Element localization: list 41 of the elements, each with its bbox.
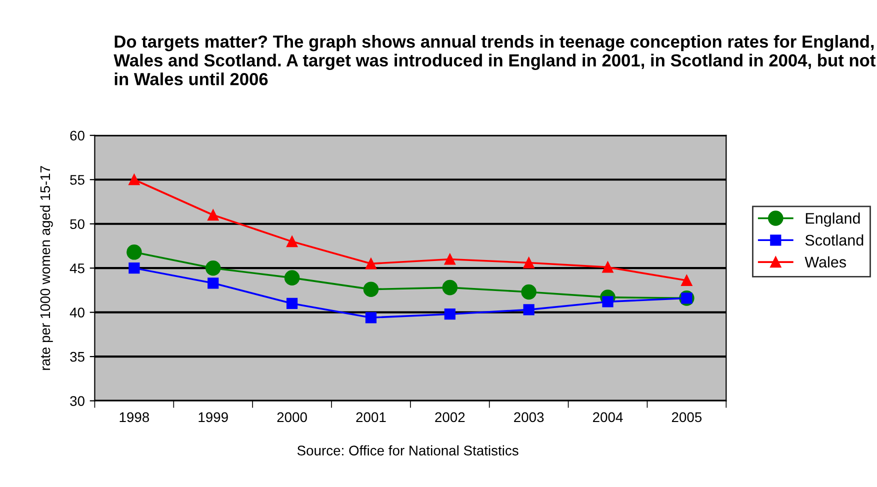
point — [523, 257, 534, 268]
y-tick-label: 60 — [70, 130, 84, 141]
point — [442, 280, 458, 296]
y-axis-title: rate per 1000 women aged 15-17 — [40, 166, 53, 370]
legend-label: Scotland — [805, 234, 864, 246]
point — [208, 278, 219, 289]
point — [126, 244, 142, 260]
point — [681, 274, 692, 286]
y-tick-label: 30 — [70, 396, 84, 406]
y-tick-label: 35 — [70, 352, 84, 362]
point — [128, 174, 140, 186]
x-tick-label: 2001 — [356, 412, 386, 422]
x-tick-label: 2005 — [672, 412, 702, 422]
point — [523, 304, 534, 316]
source-note: Source: Office for National Statistics — [297, 445, 518, 456]
point — [208, 209, 219, 221]
x-tick-label: 1999 — [198, 412, 228, 422]
point — [365, 312, 377, 324]
point — [602, 262, 614, 273]
point — [444, 308, 456, 320]
legend-label: Wales — [804, 256, 846, 268]
y-tick-label: 45 — [70, 264, 84, 274]
point — [205, 260, 221, 276]
y-tick-label: 50 — [70, 219, 84, 230]
x-tick-label: 1998 — [120, 412, 150, 422]
point — [521, 284, 536, 300]
point — [286, 236, 298, 248]
point — [286, 298, 298, 310]
x-tick-label: 2003 — [514, 412, 544, 422]
x-tick-label: 2002 — [435, 412, 465, 422]
point — [284, 270, 300, 286]
chart-title: Do targets matter? The graph shows annual trends in teenage conception rates for England, Wales and Scotland. A target was introduced in England in 2001, in Scotland in 2004, but not in Wales until 2006 — [114, 34, 876, 86]
legend-label: England — [806, 212, 860, 227]
point — [444, 254, 456, 265]
point — [128, 262, 140, 274]
point — [363, 282, 379, 297]
x-tick-label: 2000 — [277, 412, 307, 422]
x-tick-label: 2004 — [593, 412, 623, 422]
y-tick-label: 55 — [70, 175, 84, 185]
y-tick-label: 40 — [70, 308, 84, 318]
point — [365, 258, 377, 270]
